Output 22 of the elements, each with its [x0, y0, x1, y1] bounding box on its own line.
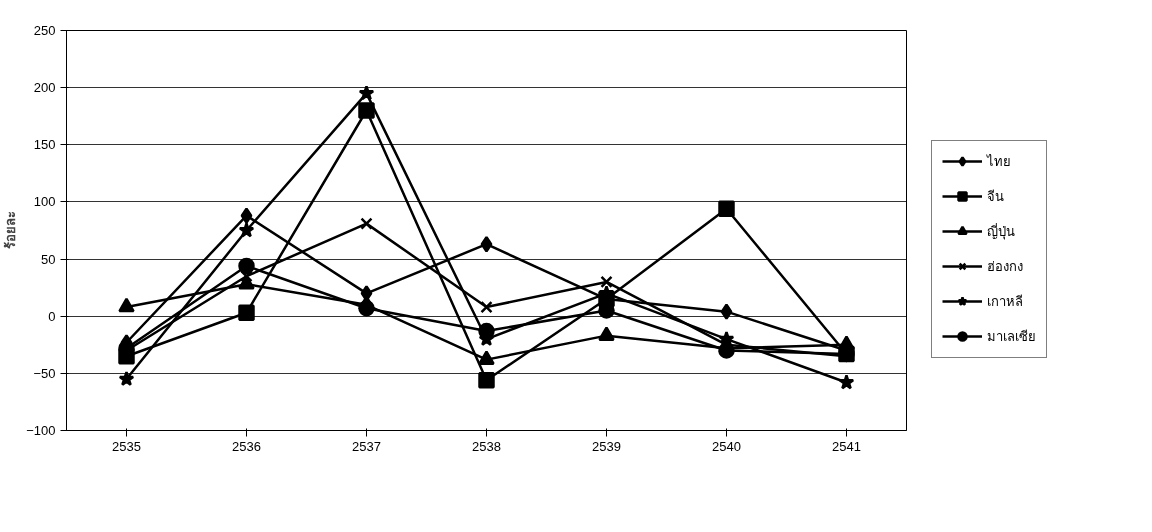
- legend-label: มาเลเซีย: [987, 327, 1036, 346]
- y-tick-label: 0: [48, 308, 56, 324]
- y-tick-label: −100: [26, 423, 56, 438]
- x-tick-label: 2538: [472, 438, 501, 454]
- legend-label: ญี่ปุ่น: [987, 222, 1015, 242]
- x-tick-label: 2540: [712, 438, 741, 454]
- x-tick-label: 2537: [352, 438, 381, 454]
- legend-label: ไทย: [987, 152, 1011, 171]
- y-tick-label: 250: [33, 23, 56, 38]
- y-tick-label: 50: [41, 251, 56, 267]
- y-axis-title: ร้อยละ: [3, 211, 19, 250]
- y-tick-label: 150: [33, 137, 56, 153]
- y-tick-label: −50: [33, 365, 56, 381]
- x-tick-label: 2536: [232, 438, 261, 454]
- y-tick-label: 100: [33, 194, 56, 210]
- legend-label: จีน: [987, 187, 1005, 206]
- x-tick-label: 2539: [592, 438, 621, 454]
- y-tick-label: 200: [33, 80, 56, 96]
- legend-label: ฮ่องกง: [987, 257, 1023, 276]
- x-tick-label: 2535: [112, 438, 141, 454]
- x-tick-label: 2541: [832, 438, 861, 454]
- legend-label: เกาหลี: [987, 292, 1023, 311]
